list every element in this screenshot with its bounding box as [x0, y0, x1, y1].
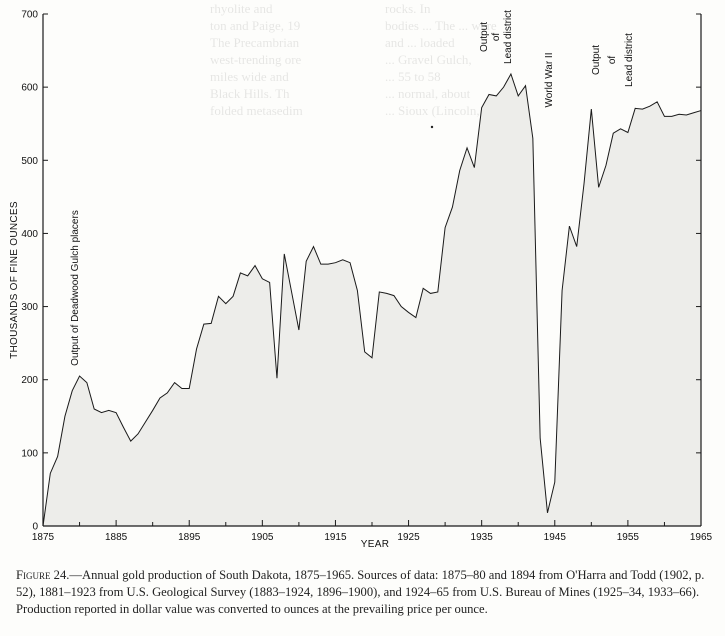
bleed-through-text: rhyolite and ton and Paige, 19 The Precamb…	[190, 0, 540, 150]
bleed-line: ... Gravel Gulch,	[385, 52, 472, 67]
stray-dot	[430, 125, 434, 129]
annotation-label: Output	[479, 22, 490, 52]
bleed-line: ... 55 to 58	[385, 69, 441, 84]
y-tick-label: 500	[21, 156, 38, 167]
y-tick-label: 400	[21, 229, 38, 240]
y-tick-label: 100	[21, 448, 38, 459]
bleed-line: ... normal, about	[385, 86, 471, 101]
x-tick-label: 1885	[105, 532, 128, 543]
annotation-label: World War II	[544, 52, 555, 107]
bleed-line: folded metasedim	[210, 103, 303, 118]
bleed-line: ton and Paige, 19	[210, 18, 301, 33]
bleed-line: and ... loaded	[385, 35, 455, 50]
gold-production-chart: 0 100 200 300 400 500 600 700 1875 1885 1895 1905 19…	[9, 10, 713, 551]
x-tick-label: 1945	[544, 532, 567, 543]
bleed-line: west-trending ore	[210, 52, 302, 67]
series-area-fill	[43, 73, 701, 526]
y-tick-label: 700	[21, 10, 38, 21]
bleed-line: miles wide and	[210, 69, 289, 84]
annotation-label: of	[607, 56, 618, 65]
bleed-line: rocks. In	[385, 1, 431, 16]
bleed-right-column: rocks. In bodies ... The ... were and ... …	[385, 0, 540, 119]
figure-label: Figure 24.	[16, 568, 70, 582]
x-tick-label: 1905	[251, 532, 274, 543]
x-tick-label: 1895	[178, 532, 201, 543]
area-layer	[42, 72, 702, 527]
bleed-line: bodies ... The ... were	[385, 18, 497, 33]
y-tick-label: 0	[32, 522, 38, 533]
bleed-line: The Precambrian	[210, 35, 300, 50]
series-line	[42, 72, 702, 527]
x-tick-label: 1915	[324, 532, 347, 543]
tick-layer: 0 100 200 300 400 500 600 700 1875 1885 1895 1905 19…	[21, 10, 712, 544]
figure-caption: Figure 24.—Annual gold production of Sou…	[16, 567, 718, 618]
x-axis-label: YEAR	[361, 539, 389, 550]
bleed-line: Black Hills. Th	[210, 86, 290, 101]
y-tick-label: 300	[21, 302, 38, 313]
x-tick-label: 1875	[32, 532, 55, 543]
x-tick-label: 1935	[471, 532, 494, 543]
x-tick-label: 1965	[690, 532, 713, 543]
annotation-label: Lead district	[503, 10, 514, 64]
annotation-label: of	[491, 33, 502, 42]
bleed-line: ... Sioux (Lincoln,	[385, 103, 480, 118]
y-tick-label: 600	[21, 83, 38, 94]
bleed-left-column: rhyolite and ton and Paige, 19 The Precamb…	[210, 0, 360, 119]
annotation-label: Output of Deadwood Gulch placers	[70, 210, 81, 366]
x-tick-label: 1955	[617, 532, 640, 543]
y-tick-label: 200	[21, 375, 38, 386]
x-tick-label: 1925	[397, 532, 420, 543]
annotation-label: Lead district	[624, 33, 635, 87]
bleed-line: rhyolite and	[210, 1, 273, 16]
y-axis-label: THOUSANDS OF FINE OUNCES	[9, 201, 20, 359]
annotation-label: Output	[591, 45, 602, 75]
caption-text: —Annual gold production of South Dakota,…	[16, 568, 705, 616]
